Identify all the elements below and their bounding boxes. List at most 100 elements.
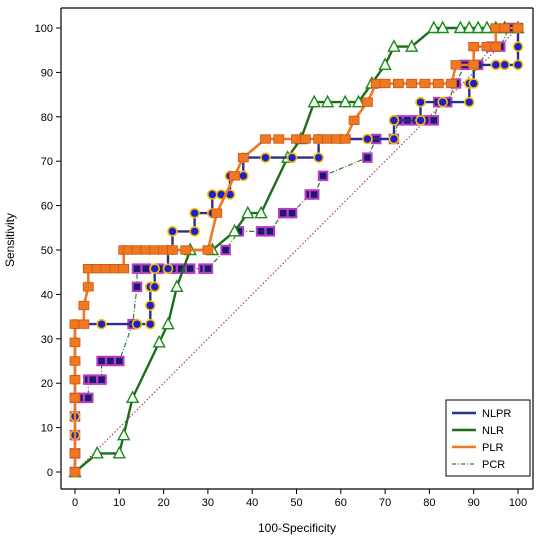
pcr-point xyxy=(140,263,152,274)
y-tick-label: 60 xyxy=(41,201,53,213)
nlpr-point xyxy=(437,96,448,108)
nlpr-point xyxy=(313,152,324,163)
nlpr-point xyxy=(468,78,480,89)
x-tick-label: 10 xyxy=(113,497,125,509)
y-tick-label: 20 xyxy=(41,378,53,390)
nlpr-point xyxy=(167,226,178,237)
plr-point xyxy=(468,60,480,70)
nlpr-point xyxy=(145,318,156,330)
pcr-point xyxy=(277,207,289,219)
x-tick-label: 80 xyxy=(423,497,435,509)
pcr-point xyxy=(96,355,107,367)
x-tick-label: 50 xyxy=(290,497,302,509)
nlpr-point xyxy=(512,59,524,71)
legend-label-pcr: PCR xyxy=(482,459,505,471)
pcr-point xyxy=(131,263,143,274)
plr-point xyxy=(419,78,431,89)
nlr-point xyxy=(90,445,104,459)
pcr-point xyxy=(428,115,440,126)
plr-point xyxy=(432,78,444,89)
plr-point xyxy=(180,245,192,255)
nlpr-point xyxy=(415,115,426,126)
nlpr-point xyxy=(96,318,107,330)
nlpr-point xyxy=(490,59,502,71)
nlr-point xyxy=(117,427,131,441)
nlpr-point xyxy=(149,263,161,274)
nlpr-point xyxy=(388,133,400,145)
nlr-point xyxy=(170,279,184,293)
nlpr-point xyxy=(189,226,200,237)
plr-point xyxy=(299,134,311,144)
legend-label-nlpr: NLPR xyxy=(482,408,511,420)
x-tick-label: 30 xyxy=(202,497,214,509)
plr-point xyxy=(69,448,81,459)
y-tick-label: 80 xyxy=(41,112,53,124)
legend: NLPR NLR PLR PCR xyxy=(445,399,531,477)
nlpr-point xyxy=(512,41,524,52)
plr-point xyxy=(237,152,249,163)
series-layer xyxy=(68,20,525,478)
nlr-point xyxy=(453,20,468,34)
x-tick-label: 100 xyxy=(509,497,527,509)
nlr-point xyxy=(338,94,352,108)
nlpr-point xyxy=(207,189,218,200)
x-axis-label: 100-Specificity xyxy=(258,521,336,535)
plr-line xyxy=(73,26,518,472)
pcr-point xyxy=(83,392,94,404)
nlpr-point xyxy=(463,96,475,108)
nlr-point xyxy=(480,20,494,34)
plr-point xyxy=(69,337,81,348)
pcr-point xyxy=(96,374,107,385)
x-tick-label: 0 xyxy=(72,497,78,509)
nlpr-point xyxy=(415,96,426,108)
plr-point xyxy=(82,282,94,292)
plr-point xyxy=(69,374,81,385)
plr-point xyxy=(78,319,90,329)
plr-point xyxy=(229,171,240,181)
plr-point xyxy=(202,245,214,255)
pcr-point xyxy=(317,170,329,182)
plr-point xyxy=(211,208,223,218)
plr-point xyxy=(379,78,391,89)
pcr-point xyxy=(202,263,214,274)
x-tick-label: 20 xyxy=(157,497,169,509)
nlpr-point xyxy=(362,133,373,145)
nlr-point xyxy=(254,205,268,219)
nlpr-point xyxy=(260,152,271,163)
plr-point xyxy=(406,78,418,89)
plr-point xyxy=(512,23,524,33)
nlpr-point xyxy=(286,152,298,163)
nlr-point xyxy=(307,94,321,108)
x-tick-label: 70 xyxy=(379,497,391,509)
y-tick-label: 70 xyxy=(41,156,53,168)
pcr-point xyxy=(264,226,276,237)
y-tick-label: 10 xyxy=(41,423,53,435)
plr-point xyxy=(348,115,360,126)
nlr-point xyxy=(351,94,366,108)
plr-point xyxy=(118,263,130,274)
x-tick-label: 40 xyxy=(246,497,258,509)
x-tick-label: 90 xyxy=(468,497,480,509)
plr-point xyxy=(392,78,404,89)
nlr-point xyxy=(227,223,242,237)
nlr-point xyxy=(436,20,450,34)
plr-point xyxy=(69,393,81,403)
nlr-point xyxy=(387,39,401,52)
legend-label-nlr: NLR xyxy=(482,425,504,437)
pcr-point xyxy=(362,152,373,163)
nlr-point xyxy=(152,334,166,348)
y-tick-label: 40 xyxy=(41,289,53,301)
plr-point xyxy=(69,356,81,366)
plr-point xyxy=(450,60,462,70)
plr-point xyxy=(499,23,511,33)
nlr-point xyxy=(427,20,441,34)
nlpr-point xyxy=(149,281,161,293)
y-axis-label: Sensitivity xyxy=(3,213,17,267)
plr-point xyxy=(468,41,480,52)
pcr-point xyxy=(105,355,116,367)
nlpr-point xyxy=(131,318,143,330)
y-tick-label: 0 xyxy=(47,467,53,479)
y-tick-label: 30 xyxy=(41,334,53,346)
